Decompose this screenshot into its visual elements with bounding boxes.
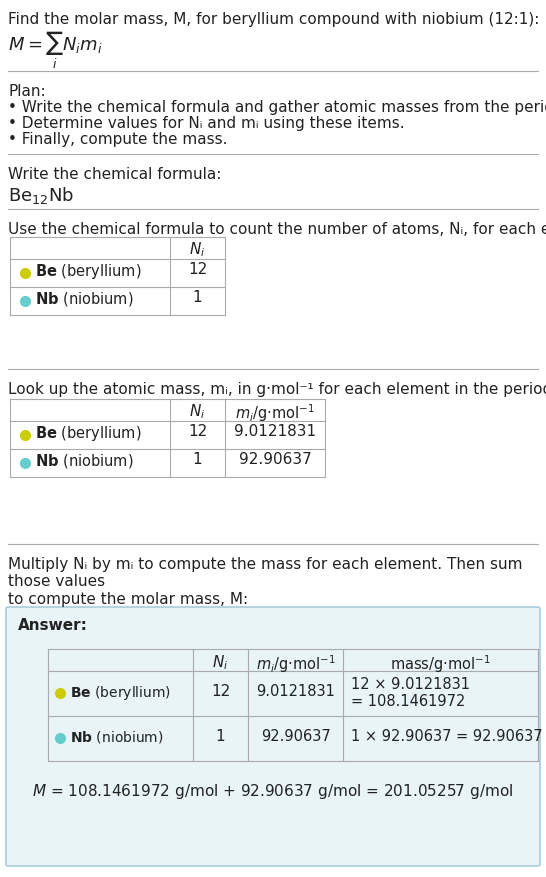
- Text: • Finally, compute the mass.: • Finally, compute the mass.: [8, 132, 228, 146]
- Text: $N_i$: $N_i$: [189, 402, 206, 420]
- Text: $\bf{Be}$ (beryllium): $\bf{Be}$ (beryllium): [70, 683, 171, 702]
- Text: Write the chemical formula:: Write the chemical formula:: [8, 167, 221, 182]
- Text: $\bf{Be}$ (beryllium): $\bf{Be}$ (beryllium): [35, 424, 141, 443]
- Text: mass/g·mol$^{-1}$: mass/g·mol$^{-1}$: [390, 652, 491, 674]
- Text: • Determine values for Nᵢ and mᵢ using these items.: • Determine values for Nᵢ and mᵢ using t…: [8, 116, 405, 131]
- Text: Plan:: Plan:: [8, 84, 46, 99]
- Text: $\bf{Nb}$ (niobium): $\bf{Nb}$ (niobium): [70, 728, 164, 745]
- Text: 1: 1: [193, 289, 203, 304]
- Text: 12: 12: [188, 261, 207, 276]
- Text: $\bf{Nb}$ (niobium): $\bf{Nb}$ (niobium): [35, 289, 134, 308]
- Text: $N_i$: $N_i$: [212, 652, 229, 671]
- Text: $N_i$: $N_i$: [189, 239, 206, 259]
- Text: $m_i$/g·mol$^{-1}$: $m_i$/g·mol$^{-1}$: [256, 652, 335, 674]
- Text: 92.90637: 92.90637: [239, 452, 311, 467]
- Text: 1: 1: [193, 452, 203, 467]
- Text: 9.0121831: 9.0121831: [234, 424, 316, 438]
- Text: 12: 12: [188, 424, 207, 438]
- Text: $M$ = 108.1461972 g/mol + 92.90637 g/mol = 201.05257 g/mol: $M$ = 108.1461972 g/mol + 92.90637 g/mol…: [32, 781, 514, 800]
- Text: Be$_{12}$Nb: Be$_{12}$Nb: [8, 185, 74, 206]
- Text: Use the chemical formula to count the number of atoms, Nᵢ, for each element:: Use the chemical formula to count the nu…: [8, 222, 546, 237]
- Text: 92.90637: 92.90637: [260, 728, 330, 743]
- Text: 12 × 9.0121831
= 108.1461972: 12 × 9.0121831 = 108.1461972: [351, 676, 470, 709]
- FancyBboxPatch shape: [6, 607, 540, 866]
- Text: Find the molar mass, M, for beryllium compound with niobium (12:1):: Find the molar mass, M, for beryllium co…: [8, 12, 539, 27]
- Text: Answer:: Answer:: [18, 617, 88, 632]
- Text: $\bf{Be}$ (beryllium): $\bf{Be}$ (beryllium): [35, 261, 141, 281]
- Text: 9.0121831: 9.0121831: [256, 683, 335, 698]
- Text: 1: 1: [216, 728, 225, 743]
- Text: $M = \sum_i N_i m_i$: $M = \sum_i N_i m_i$: [8, 30, 103, 71]
- Text: Look up the atomic mass, mᵢ, in g·mol⁻¹ for each element in the periodic table:: Look up the atomic mass, mᵢ, in g·mol⁻¹ …: [8, 381, 546, 396]
- Text: 12: 12: [211, 683, 230, 698]
- Text: 1 × 92.90637 = 92.90637: 1 × 92.90637 = 92.90637: [351, 728, 543, 743]
- Text: Multiply Nᵢ by mᵢ to compute the mass for each element. Then sum those values
to: Multiply Nᵢ by mᵢ to compute the mass fo…: [8, 556, 523, 606]
- Text: $\bf{Nb}$ (niobium): $\bf{Nb}$ (niobium): [35, 452, 134, 469]
- Text: • Write the chemical formula and gather atomic masses from the periodic table.: • Write the chemical formula and gather …: [8, 100, 546, 115]
- Text: $m_i$/g·mol$^{-1}$: $m_i$/g·mol$^{-1}$: [235, 402, 315, 424]
